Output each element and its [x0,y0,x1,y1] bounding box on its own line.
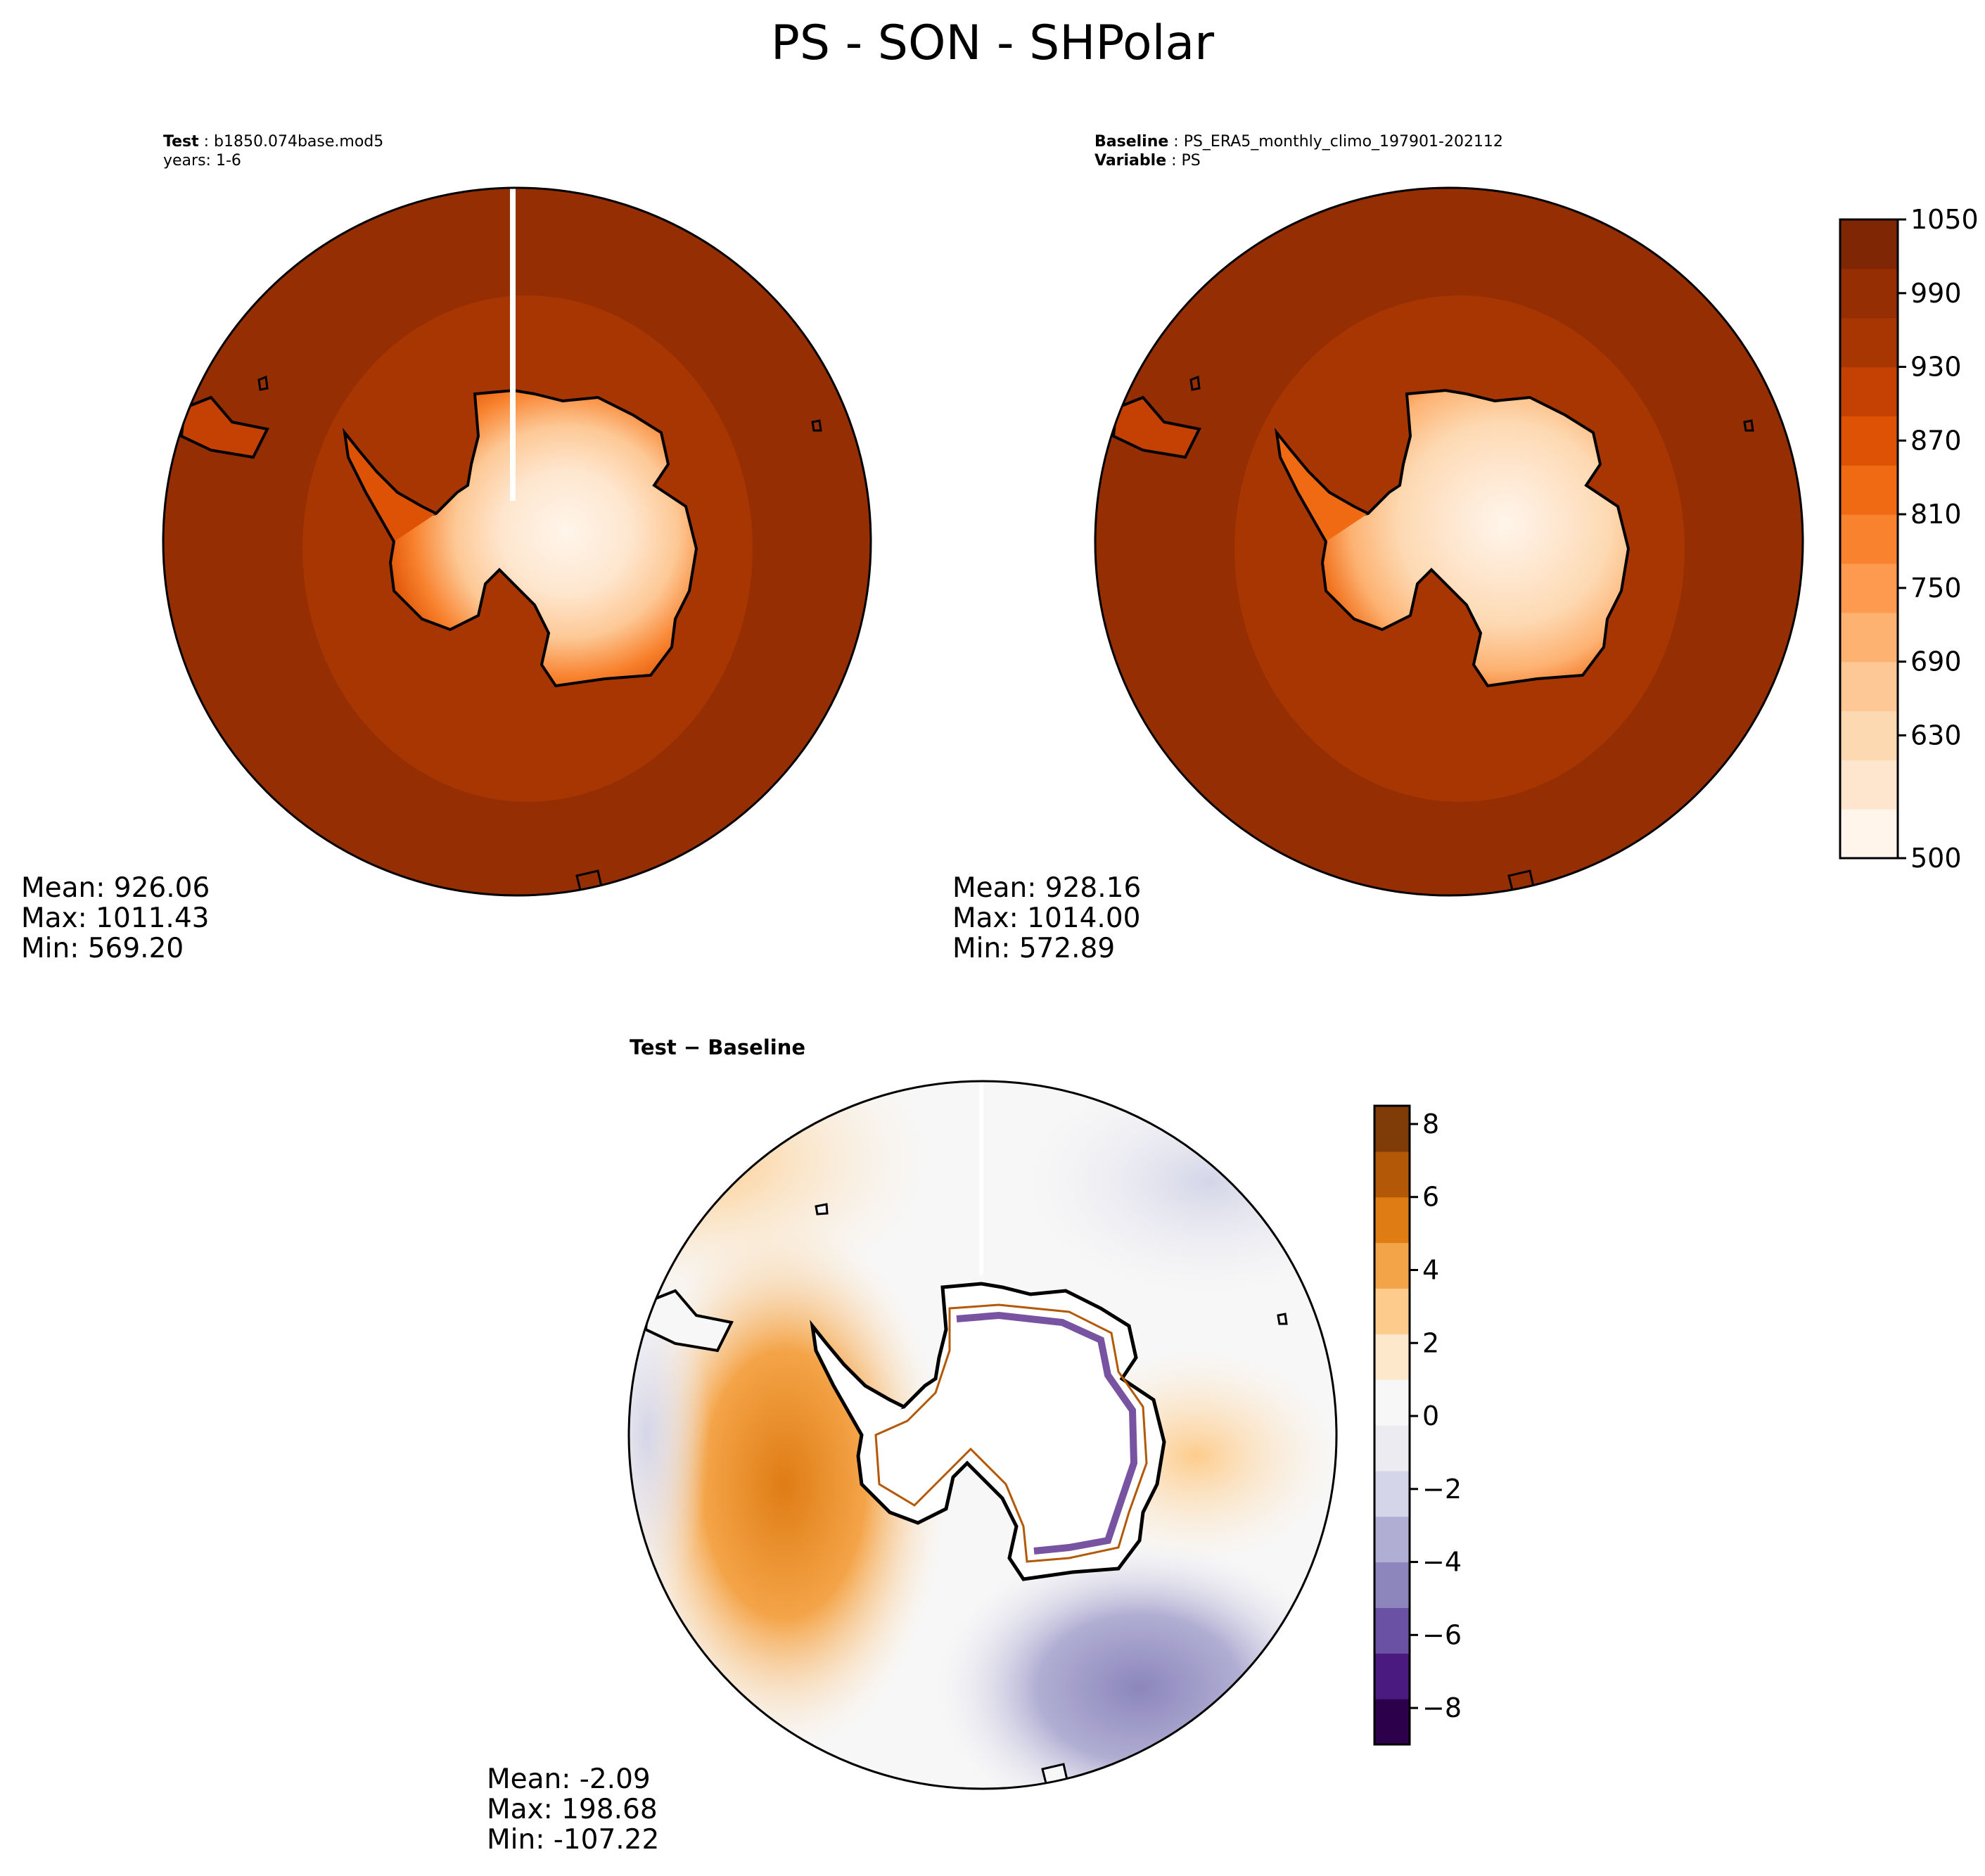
abs-colorbar-tick-label: 810 [1910,499,1962,530]
variable-label-sep: : [1166,152,1182,170]
baseline-label-sep: : [1168,133,1184,151]
diff-colorbar-tick-label: 0 [1422,1400,1439,1431]
abs-colorbar-segment [1840,612,1898,663]
abs-colorbar-tick-label: 990 [1910,278,1962,309]
baseline-stat-min: Min: 572.89 [952,933,1116,964]
diff-colorbar-tick-label: 6 [1422,1182,1439,1213]
test-stat-mean: Mean: 926.06 [21,872,210,904]
abs-colorbar-segment [1840,710,1898,760]
abs-colorbar-segment [1840,366,1898,416]
diff-colorbar-segment [1374,1699,1410,1745]
baseline-stats: Mean: 928.16 Max: 1014.00 Min: 572.89 [952,873,1141,964]
test-stat-max: Max: 1011.43 [21,902,210,934]
abs-colorbar-tick-label: 500 [1910,843,1962,874]
diff-colorbar-segment [1374,1516,1410,1563]
diff-colorbar-tick-label: −6 [1422,1619,1462,1650]
diff-colorbar-segment [1374,1106,1410,1152]
abs-colorbar-tick-label: 630 [1910,720,1962,751]
diff-colorbar-segment [1374,1242,1410,1289]
abs-colorbar-segment [1840,416,1898,466]
test-stat-min: Min: 569.20 [21,933,184,964]
abs-colorbar-tick-label: 870 [1910,425,1962,456]
diff-colorbar-segment [1374,1288,1410,1334]
diff-colorbar-segment [1374,1562,1410,1609]
variable-label-value: PS [1181,152,1201,170]
abs-colorbar-segment [1840,563,1898,613]
diff-stat-min: Min: -107.22 [487,1824,660,1856]
abs-colorbar-segment [1840,465,1898,515]
abs-colorbar-frame [1839,218,1899,860]
abs-colorbar-tick-label: 1050 [1910,204,1979,235]
abs-colorbar-segment [1840,760,1898,810]
diff-colorbar-segment [1374,1151,1410,1198]
variable-label-key: Variable [1094,152,1167,170]
diff-colorbar-segment [1374,1607,1410,1654]
abs-colorbar-tick-label: 750 [1910,573,1962,604]
abs-colorbar-segment [1840,317,1898,368]
diff-colorbar-tick-label: −2 [1422,1474,1462,1505]
diff-stats: Mean: -2.09 Max: 198.68 Min: -107.22 [487,1764,659,1855]
diff-colorbar-segment [1374,1470,1410,1517]
test-years: years: 1-6 [163,152,241,170]
diff-colorbar-segment [1374,1653,1410,1699]
baseline-stat-max: Max: 1014.00 [952,902,1141,934]
diff-colorbar-frame [1373,1104,1411,1746]
baseline-label-value: PS_ERA5_monthly_climo_197901-202112 [1183,133,1503,151]
diff-colorbar-tick-label: 4 [1422,1254,1439,1285]
diff-colorbar-segment [1374,1379,1410,1426]
diff-title-sep: − [676,1035,708,1059]
abs-colorbar-segment [1840,219,1898,269]
baseline-label-key: Baseline [1094,133,1169,151]
abs-colorbar-tick-label: 930 [1910,352,1962,383]
diff-colorbar-tick-label: 8 [1422,1109,1439,1140]
abs-colorbar-segment [1840,514,1898,564]
abs-colorbar-segment [1840,809,1898,859]
test-label-sep: : [198,133,215,151]
diff-panel-title: Test − Baseline [630,1035,805,1059]
baseline-stat-mean: Mean: 928.16 [952,872,1142,904]
abs-colorbar-tick-label: 690 [1910,646,1962,677]
figure-title: PS - SON - SHPolar [770,15,1215,71]
diff-colorbar-segment [1374,1197,1410,1244]
diff-stat-mean: Mean: -2.09 [487,1763,651,1795]
test-stats: Mean: 926.06 Max: 1011.43 Min: 569.20 [21,873,210,964]
test-label-key: Test [163,133,199,151]
diff-stat-max: Max: 198.68 [487,1794,658,1825]
abs-colorbar-segment [1840,661,1898,712]
abs-colorbar-segment [1840,268,1898,319]
test-panel-label: Test : b1850.074base.mod5 years: 1-6 [163,132,383,170]
test-label-value: b1850.074base.mod5 [214,133,384,151]
diff-colorbar-tick-label: −4 [1422,1547,1462,1578]
diff-title-baseline: Baseline [708,1035,806,1059]
diff-colorbar-tick-label: 2 [1422,1327,1439,1358]
baseline-panel-label: Baseline : PS_ERA5_monthly_climo_197901-… [1094,132,1503,170]
diff-colorbar-segment [1374,1425,1410,1472]
diff-colorbar-tick-label: −8 [1422,1692,1462,1723]
diff-title-test: Test [630,1035,677,1059]
diff-colorbar-segment [1374,1334,1410,1380]
